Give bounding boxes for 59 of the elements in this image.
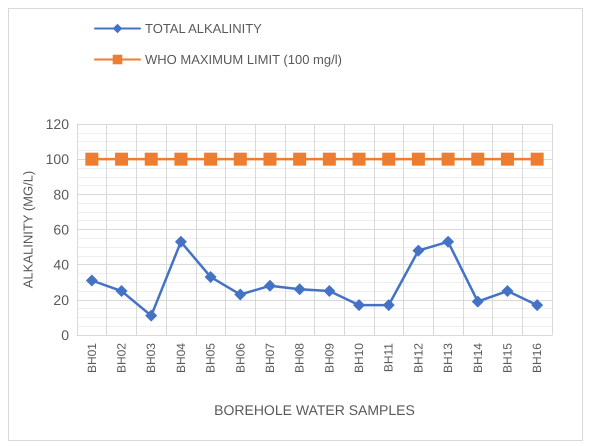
x-tick-label: BH02 (114, 342, 129, 374)
x-tick-label: BH06 (233, 342, 248, 374)
point (85, 152, 98, 166)
x-tick-label: BH14 (470, 342, 485, 374)
x-tick-label: BH13 (441, 342, 456, 374)
point (530, 152, 544, 166)
x-tick-label: BH12 (411, 342, 426, 374)
legend-label: WHO MAXIMUM LIMIT (100 mg/l) (145, 52, 342, 67)
point (174, 152, 188, 166)
x-tick-label: BH15 (500, 342, 514, 374)
point (144, 152, 158, 166)
legend-label: TOTAL ALKALINITY (145, 21, 262, 36)
point (293, 152, 306, 166)
y-tick-label: 80 (53, 186, 70, 202)
point (352, 152, 366, 166)
point (412, 152, 425, 166)
x-tick-label: BH09 (322, 342, 336, 374)
point (382, 299, 395, 312)
point (531, 299, 544, 312)
y-tick-label: 100 (46, 151, 70, 168)
x-tick-label: BH01 (84, 342, 99, 374)
point (353, 299, 366, 312)
y-tick-label: 60 (53, 222, 70, 238)
point (264, 280, 276, 292)
x-tick-label: BH10 (352, 342, 366, 374)
x-axis-title: BOREHOLE WATER SAMPLES (214, 402, 415, 418)
x-tick-label: BH11 (382, 342, 396, 372)
point (234, 288, 246, 301)
point (234, 152, 247, 166)
point (471, 152, 484, 166)
point (442, 152, 455, 166)
x-tick-label: BH04 (174, 342, 188, 374)
x-tick-label: BH03 (144, 342, 158, 374)
point (382, 152, 396, 166)
x-tick-label: BH07 (262, 342, 277, 374)
point (500, 152, 514, 166)
y-axis-title: ALKALINITY (MG/L) (20, 170, 36, 288)
point (263, 152, 276, 166)
point (472, 296, 484, 308)
y-tick-label: 120 (46, 116, 70, 132)
point (323, 285, 336, 298)
point (86, 274, 98, 286)
point (412, 244, 424, 257)
x-tick-label: BH05 (204, 342, 218, 374)
point (294, 283, 306, 296)
y-tick-label: 20 (53, 292, 70, 308)
point (115, 152, 128, 166)
point (145, 310, 158, 322)
x-tick-label: BH08 (292, 342, 307, 374)
point (501, 285, 514, 298)
point (442, 236, 454, 248)
point (204, 270, 217, 283)
point (322, 152, 336, 166)
x-tick-label: BH16 (530, 342, 544, 374)
point (116, 285, 128, 298)
point (174, 236, 187, 248)
y-tick-label: 0 (61, 327, 70, 343)
point (204, 152, 218, 166)
y-tick-label: 40 (53, 256, 70, 273)
